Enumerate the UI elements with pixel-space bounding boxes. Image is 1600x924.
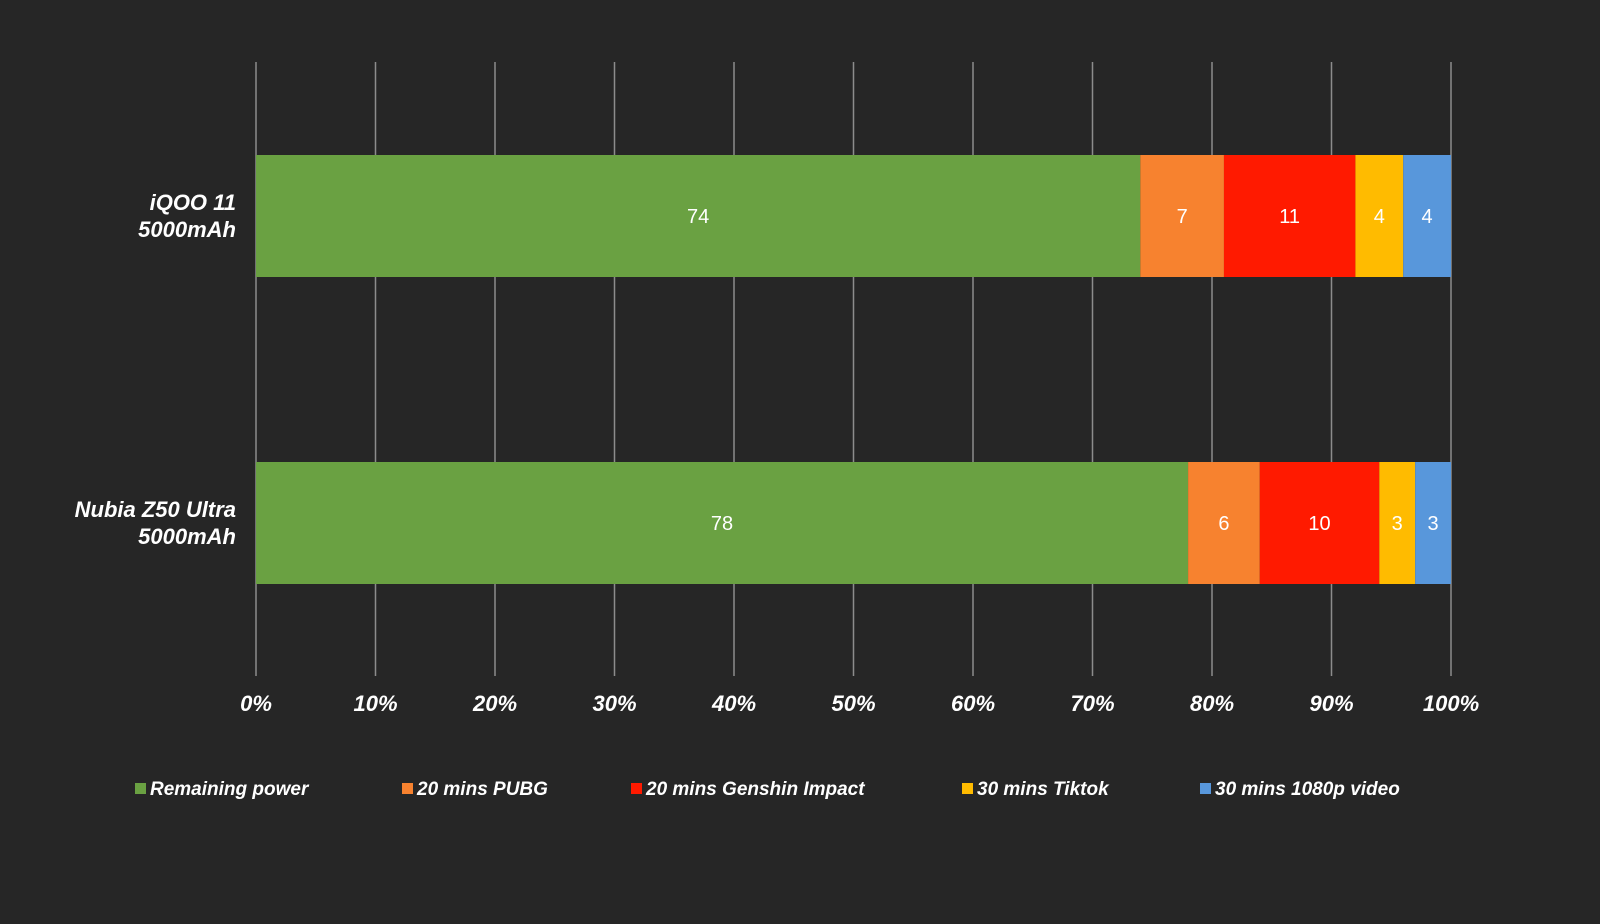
tick-label: 50% bbox=[831, 691, 875, 716]
bar-segment bbox=[1415, 462, 1451, 584]
tick-label: 80% bbox=[1190, 691, 1234, 716]
bar-segment bbox=[256, 462, 1189, 584]
tick-label: 10% bbox=[353, 691, 397, 716]
bar-segment bbox=[1140, 155, 1224, 277]
tick-label: 40% bbox=[711, 691, 756, 716]
data-label: 11 bbox=[1279, 206, 1300, 228]
x-axis-tick-labels: 0% 10% 20% 30% 40% 50% 60% 70% 80% 90% 100% bbox=[240, 691, 1479, 716]
data-label: 3 bbox=[1428, 513, 1439, 535]
category-label: Nubia Z50 Ultra 5000mAh bbox=[75, 497, 236, 549]
legend-label: 20 mins PUBG bbox=[416, 779, 548, 800]
bars bbox=[256, 155, 1451, 584]
legend-label: 30 mins Tiktok bbox=[977, 779, 1110, 800]
data-label: 6 bbox=[1218, 513, 1229, 535]
data-label: 4 bbox=[1374, 206, 1385, 228]
bar-segment bbox=[1259, 462, 1380, 584]
legend-label: 20 mins Genshin Impact bbox=[645, 779, 865, 800]
legend-label: 30 mins 1080p video bbox=[1215, 779, 1400, 800]
data-labels: 74 7 11 4 4 78 6 10 3 3 bbox=[687, 206, 1439, 535]
data-label: 74 bbox=[687, 206, 709, 228]
legend-swatch bbox=[1200, 783, 1211, 794]
legend-swatch bbox=[631, 783, 642, 794]
legend-swatch bbox=[135, 783, 146, 794]
tick-label: 70% bbox=[1070, 691, 1114, 716]
data-label: 7 bbox=[1177, 206, 1188, 228]
data-label: 10 bbox=[1308, 513, 1330, 535]
tick-label: 0% bbox=[240, 691, 272, 716]
legend-label: Remaining power bbox=[150, 779, 310, 800]
tick-label: 20% bbox=[472, 691, 517, 716]
bar-segment bbox=[1355, 155, 1404, 277]
tick-label: 90% bbox=[1309, 691, 1353, 716]
legend-swatch bbox=[402, 783, 413, 794]
data-label: 78 bbox=[711, 513, 733, 535]
tick-label: 30% bbox=[592, 691, 636, 716]
bar-segment bbox=[256, 155, 1141, 277]
legend: Remaining power 20 mins PUBG 20 mins Gensh… bbox=[135, 779, 1400, 800]
tick-label: 60% bbox=[951, 691, 995, 716]
bar-segment bbox=[1403, 155, 1451, 277]
tick-label: 100% bbox=[1423, 691, 1479, 716]
data-label: 3 bbox=[1392, 513, 1403, 535]
bar-segment bbox=[1188, 462, 1260, 584]
category-label: iQOO 11 5000mAh bbox=[138, 190, 236, 242]
category-labels: iQOO 11 5000mAh Nubia Z50 Ultra 5000mAh bbox=[75, 190, 236, 549]
legend-swatch bbox=[962, 783, 973, 794]
data-label: 4 bbox=[1422, 206, 1433, 228]
bar-segment bbox=[1223, 155, 1356, 277]
bar-segment bbox=[1379, 462, 1416, 584]
